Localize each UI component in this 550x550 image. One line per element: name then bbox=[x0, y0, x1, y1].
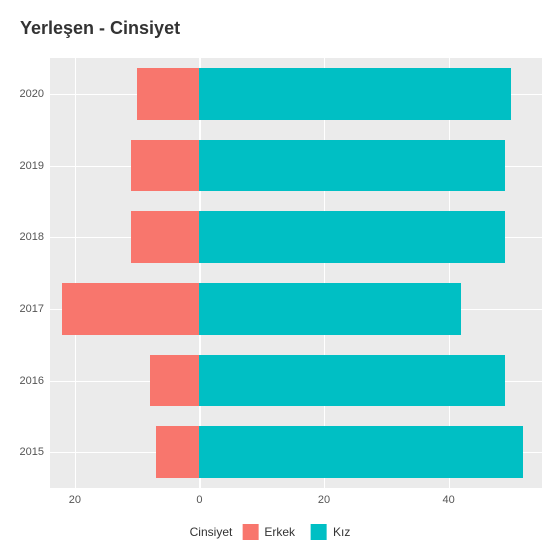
bar-erkek bbox=[62, 283, 199, 335]
legend-swatch-kiz bbox=[311, 524, 327, 540]
bar-kiz bbox=[199, 426, 523, 478]
legend-label-erkek: Erkek bbox=[264, 525, 295, 539]
bar-erkek bbox=[150, 355, 200, 407]
legend-label-kiz: Kız bbox=[333, 525, 350, 539]
grid-line-v bbox=[324, 58, 325, 488]
bar-erkek bbox=[131, 140, 200, 192]
x-tick-label: 40 bbox=[442, 494, 454, 506]
chart-container: Yerleşen - Cinsiyet Cinsiyet Erkek Kız 2… bbox=[0, 0, 550, 550]
x-tick-label: 20 bbox=[318, 494, 330, 506]
x-tick-label: 0 bbox=[196, 494, 202, 506]
y-tick-label: 2015 bbox=[20, 446, 44, 458]
legend-title: Cinsiyet bbox=[190, 525, 233, 539]
grid-line-v bbox=[199, 58, 200, 488]
x-tick-label: 20 bbox=[69, 494, 81, 506]
grid-line-v bbox=[449, 58, 450, 488]
bar-erkek bbox=[137, 68, 199, 120]
y-tick-label: 2018 bbox=[20, 231, 44, 243]
bar-kiz bbox=[199, 140, 504, 192]
y-tick-label: 2020 bbox=[20, 88, 44, 100]
bar-kiz bbox=[199, 355, 504, 407]
legend: Cinsiyet Erkek Kız bbox=[190, 524, 361, 540]
bar-kiz bbox=[199, 283, 461, 335]
y-tick-label: 2019 bbox=[20, 160, 44, 172]
bar-kiz bbox=[199, 68, 510, 120]
bar-kiz bbox=[199, 211, 504, 263]
y-tick-label: 2017 bbox=[20, 303, 44, 315]
plot-area bbox=[50, 58, 542, 488]
legend-swatch-erkek bbox=[242, 524, 258, 540]
bar-erkek bbox=[156, 426, 200, 478]
grid-line-v bbox=[75, 58, 76, 488]
chart-title: Yerleşen - Cinsiyet bbox=[20, 18, 180, 39]
y-tick-label: 2016 bbox=[20, 375, 44, 387]
bar-erkek bbox=[131, 211, 200, 263]
